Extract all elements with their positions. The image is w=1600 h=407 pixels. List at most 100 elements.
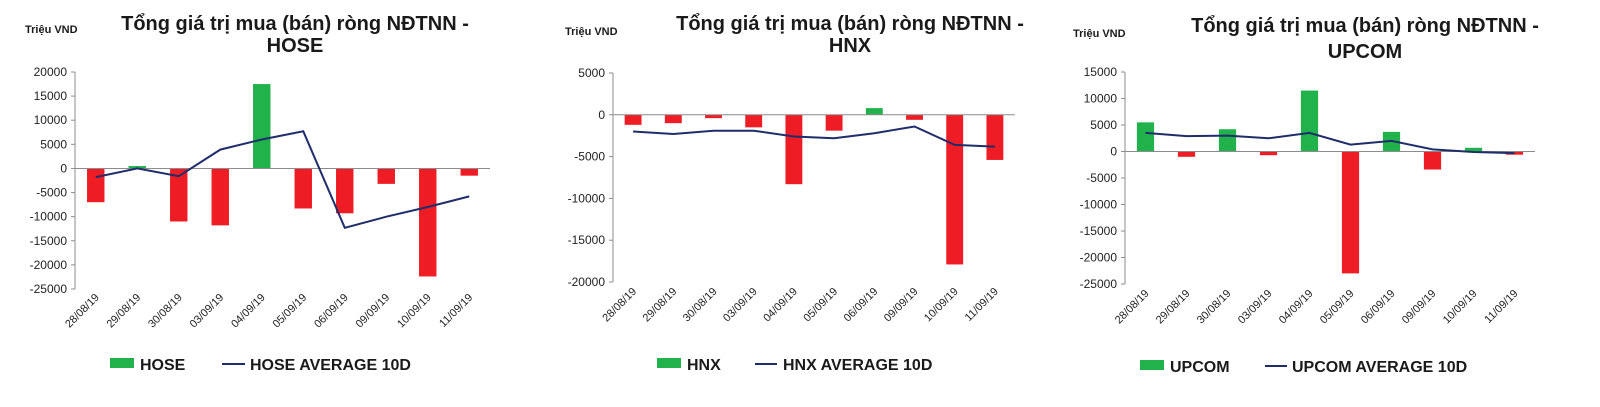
bar-10-09-19 [1464, 147, 1483, 152]
bar-03-09-19 [1259, 151, 1278, 156]
legend-bar-label: HOSE [140, 357, 186, 374]
bar-09-09-19 [1423, 151, 1442, 170]
legend-bar-swatch [110, 358, 134, 368]
y-tick-label: 0 [598, 108, 605, 122]
bar-28-08-19 [87, 168, 105, 203]
bar-29-08-19 [128, 166, 146, 169]
chart-hose-svg: Tổng giá trị mua (bán) ròng NĐTNN -HOSET… [25, 13, 490, 374]
bar-29-08-19 [1177, 151, 1196, 157]
chart-title-line1: Tổng giá trị mua (bán) ròng NĐTNN - [1191, 15, 1539, 37]
x-tick-label: 04/09/19 [229, 292, 268, 331]
x-tick-label: 29/08/19 [105, 292, 144, 331]
legend-line-label: HOSE AVERAGE 10D [250, 357, 411, 374]
bar-04-09-19 [253, 84, 271, 169]
x-tick-label: 05/09/19 [271, 292, 310, 331]
bar-11-09-19 [986, 114, 1004, 160]
y-tick-label: 10000 [1084, 92, 1118, 106]
x-tick-label: 04/09/19 [761, 286, 800, 325]
bar-10-09-19 [946, 114, 964, 265]
bar-04-09-19 [1300, 90, 1319, 152]
bar-09-09-19 [377, 168, 395, 184]
y-tick-label: 5000 [578, 66, 605, 80]
y-tick-label: 15000 [34, 89, 68, 103]
x-tick-label: 09/09/19 [882, 286, 921, 325]
y-tick-label: -20000 [1080, 251, 1118, 265]
x-tick-label: 28/08/19 [600, 286, 639, 325]
chart-hnx: Tổng giá trị mua (bán) ròng NĐTNN - HNX Tr… [545, 0, 1065, 407]
x-tick-label: 03/09/19 [721, 286, 760, 325]
x-tick-label: 28/08/19 [1113, 288, 1152, 327]
y-tick-label: 20000 [34, 65, 68, 79]
legend-line-label: UPCOM AVERAGE 10D [1292, 359, 1467, 376]
x-tick-label: 03/09/19 [188, 292, 227, 331]
bar-06-09-19 [336, 168, 354, 214]
y-tick-label: -5000 [36, 186, 67, 200]
x-tick-label: 05/09/19 [801, 286, 840, 325]
y-tick-label: 0 [60, 161, 67, 175]
y-tick-label: 5000 [1090, 118, 1117, 132]
x-tick-label: 09/09/19 [354, 292, 393, 331]
y-tick-label: 10000 [34, 113, 68, 127]
x-tick-label: 05/09/19 [1318, 288, 1357, 327]
x-tick-label: 29/08/19 [641, 286, 680, 325]
x-tick-label: 28/08/19 [63, 292, 102, 331]
y-tick-label: 5000 [40, 137, 67, 151]
average-10d-line [95, 130, 470, 229]
average-10d-line [633, 125, 995, 148]
bar-03-09-19 [745, 114, 763, 128]
chart-hnx-svg: Tổng giá trị mua (bán) ròng NĐTNN -HNXTr… [565, 13, 1024, 374]
bar-30-08-19 [1218, 129, 1237, 152]
y-tick-label: -20000 [30, 258, 68, 272]
legend-bar-swatch [657, 358, 681, 368]
legend-bar-swatch [1140, 360, 1164, 370]
bar-11-09-19 [460, 168, 478, 176]
bar-05-09-19 [1341, 151, 1360, 274]
x-tick-label: 06/09/19 [1359, 288, 1398, 327]
bar-04-09-19 [785, 114, 803, 185]
bar-06-09-19 [865, 108, 883, 115]
bar-09-09-19 [906, 114, 923, 120]
x-tick-label: 03/09/19 [1236, 288, 1275, 327]
y-tick-label: -5000 [574, 150, 605, 164]
average-10d-line [1145, 131, 1515, 155]
bar-03-09-19 [211, 168, 229, 226]
x-tick-label: 09/09/19 [1400, 288, 1439, 327]
chart-upcom-svg: Tổng giá trị mua (bán) ròng NĐTNN - UPCOM… [1073, 15, 1539, 376]
bar-30-08-19 [170, 168, 188, 222]
legend-line-label: HNX AVERAGE 10D [783, 357, 932, 374]
y-tick-label: -10000 [30, 210, 68, 224]
chart-title-line1: Tổng giá trị mua (bán) ròng NĐTNN - [121, 13, 469, 35]
x-tick-label: 30/08/19 [681, 286, 720, 325]
x-tick-label: 10/09/19 [922, 286, 961, 325]
bar-05-09-19 [825, 114, 843, 131]
x-tick-label: 06/09/19 [842, 286, 881, 325]
bar-28-08-19 [1136, 122, 1155, 152]
y-tick-label: -20000 [568, 275, 606, 289]
y-tick-label: -15000 [30, 234, 68, 248]
legend-bar-label: HNX [687, 357, 721, 374]
chart-title-line1: Tổng giá trị mua (bán) ròng NĐTNN - [676, 13, 1024, 35]
y-tick-label: 15000 [1084, 65, 1118, 79]
bar-10-09-19 [419, 168, 437, 277]
y-axis-unit-label: Triệu VND [25, 24, 78, 36]
legend-bar-label: UPCOM [1170, 359, 1230, 376]
chart-title-line2: HNX [829, 35, 872, 57]
x-tick-label: 30/08/19 [146, 292, 185, 331]
y-tick-label: -25000 [30, 282, 68, 296]
chart-upcom: Tổng giá trị mua (bán) ròng NĐTNN - UPCOM… [1065, 0, 1600, 407]
x-tick-label: 11/09/19 [963, 286, 1001, 324]
x-tick-label: 11/09/19 [1482, 288, 1520, 326]
y-tick-label: 0 [1110, 145, 1117, 159]
y-tick-label: -15000 [1080, 224, 1118, 238]
x-tick-label: 10/09/19 [1441, 288, 1480, 327]
y-axis-unit-label: Triệu VND [1073, 28, 1126, 40]
x-tick-label: 04/09/19 [1277, 288, 1316, 327]
y-tick-label: -10000 [1080, 198, 1118, 212]
y-axis-unit-label: Triệu VND [565, 26, 618, 38]
x-tick-label: 30/08/19 [1195, 288, 1234, 327]
y-tick-label: -15000 [568, 233, 606, 247]
chart-title-line2: UPCOM [1328, 41, 1402, 63]
chart-title-line2: HOSE [267, 35, 324, 57]
y-tick-label: -10000 [568, 191, 606, 205]
x-tick-label: 10/09/19 [395, 292, 434, 331]
